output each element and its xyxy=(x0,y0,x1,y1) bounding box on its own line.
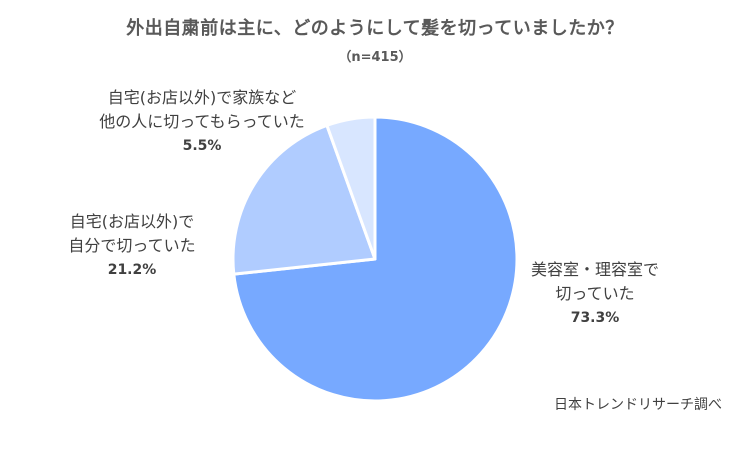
slice-label-family-line2: 他の人に切ってもらっていた xyxy=(99,112,305,131)
slice-value-salon: 73.3% xyxy=(570,310,620,326)
slice-label-family-line1: 自宅(お店以外)で家族など xyxy=(107,88,297,107)
slice-label-self-line1: 自宅(お店以外)で xyxy=(69,212,195,231)
slice-value-self: 21.2% xyxy=(107,262,157,278)
slice-label-self-line2: 自分で切っていた xyxy=(68,236,196,255)
source-note: 日本トレンドリサーチ調べ xyxy=(554,397,722,413)
slice-label-self: 自宅(お店以外)で 自分で切っていた 21.2% xyxy=(52,210,212,282)
chart-subtitle: （n=415） xyxy=(338,50,412,65)
pie-slice-family xyxy=(325,115,377,261)
chart-title: 外出自粛前は主に、どのようにして髪を切っていましたか？ xyxy=(126,18,624,39)
slice-value-family: 5.5% xyxy=(182,138,222,154)
slice-label-family: 自宅(お店以外)で家族など 他の人に切ってもらっていた 5.5% xyxy=(82,86,322,158)
slice-label-salon: 美容室・理容室で 切っていた 73.3% xyxy=(520,258,670,330)
slice-label-salon-line2: 切っていた xyxy=(555,284,635,303)
slice-label-salon-line1: 美容室・理容室で xyxy=(530,260,659,279)
